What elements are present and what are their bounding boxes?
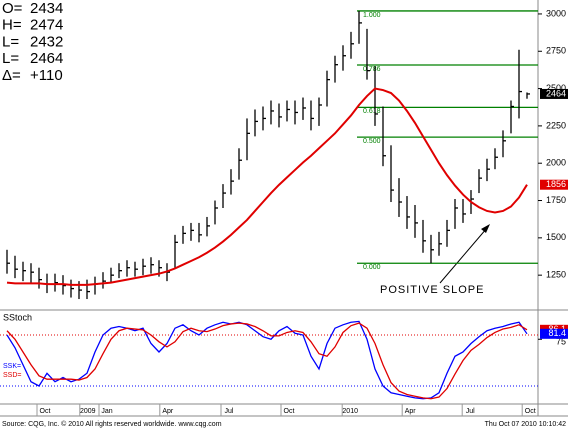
fib-label: 0.500 [363,138,381,145]
y-tick-label: 2750 [546,46,566,56]
value-box [540,88,568,99]
quote-label: H= [2,17,22,34]
x-tick-label: 2009 [80,408,96,415]
moving-average [6,87,528,286]
y-tick-label: 2250 [546,120,566,130]
quote-value: 2432 [30,33,63,50]
x-tick-label: Oct [284,408,295,415]
x-tick-label: 2010 [342,408,358,415]
quote-value: 2464 [30,50,63,67]
y-tick-label: 75 [556,337,566,347]
fib-label: 0.000 [363,264,381,271]
value-box [540,328,568,339]
fib-label: 0.618 [363,108,381,115]
quote-value: 2434 [30,0,63,17]
x-tick-label: Oct [525,408,536,415]
stoch-line [6,322,528,400]
y-tick-label: 3000 [546,8,566,18]
annotation-arrow [439,227,488,284]
value-label: 1856 [546,179,566,189]
y-tick-label: 2500 [546,83,566,93]
y-tick-label: 2000 [546,158,566,168]
y-tick-label: 1750 [546,195,566,205]
quote-label: L= [2,33,19,50]
value-box [540,179,568,190]
footer-source: Source: CQG, Inc. © 2010 All rights rese… [2,420,222,428]
arrow-head [481,224,490,233]
y-tick-label: 1500 [546,232,566,242]
fib-label: 1.000 [363,12,381,19]
legend-entry: SSK= [3,363,21,370]
x-tick-label: Apr [162,408,174,415]
footer-timestamp: Thu Oct 07 2010 10:10:42 [485,421,566,428]
annotation: POSITIVE SLOPE [380,284,484,296]
x-tick-label: Jan [101,408,112,415]
quote-value: +110 [30,67,63,84]
quote-label: L= [2,50,19,67]
x-tick-label: Apr [405,408,417,415]
value-label: 2464 [546,88,566,98]
quote-label: Δ= [2,67,21,84]
x-tick-label: Jul [466,408,475,415]
value-label: 81.4 [548,328,566,338]
legend-entry: SSD= [3,372,21,379]
x-tick-label: Jul [225,408,234,415]
quote-value: 2474 [30,17,63,34]
panel-title: SStoch [3,312,32,322]
x-tick-label: Oct [40,408,51,415]
y-tick-label: 1250 [546,270,566,280]
stoch-line [6,320,528,400]
fib-label: 0.786 [363,66,381,73]
quote-label: O= [2,0,23,17]
